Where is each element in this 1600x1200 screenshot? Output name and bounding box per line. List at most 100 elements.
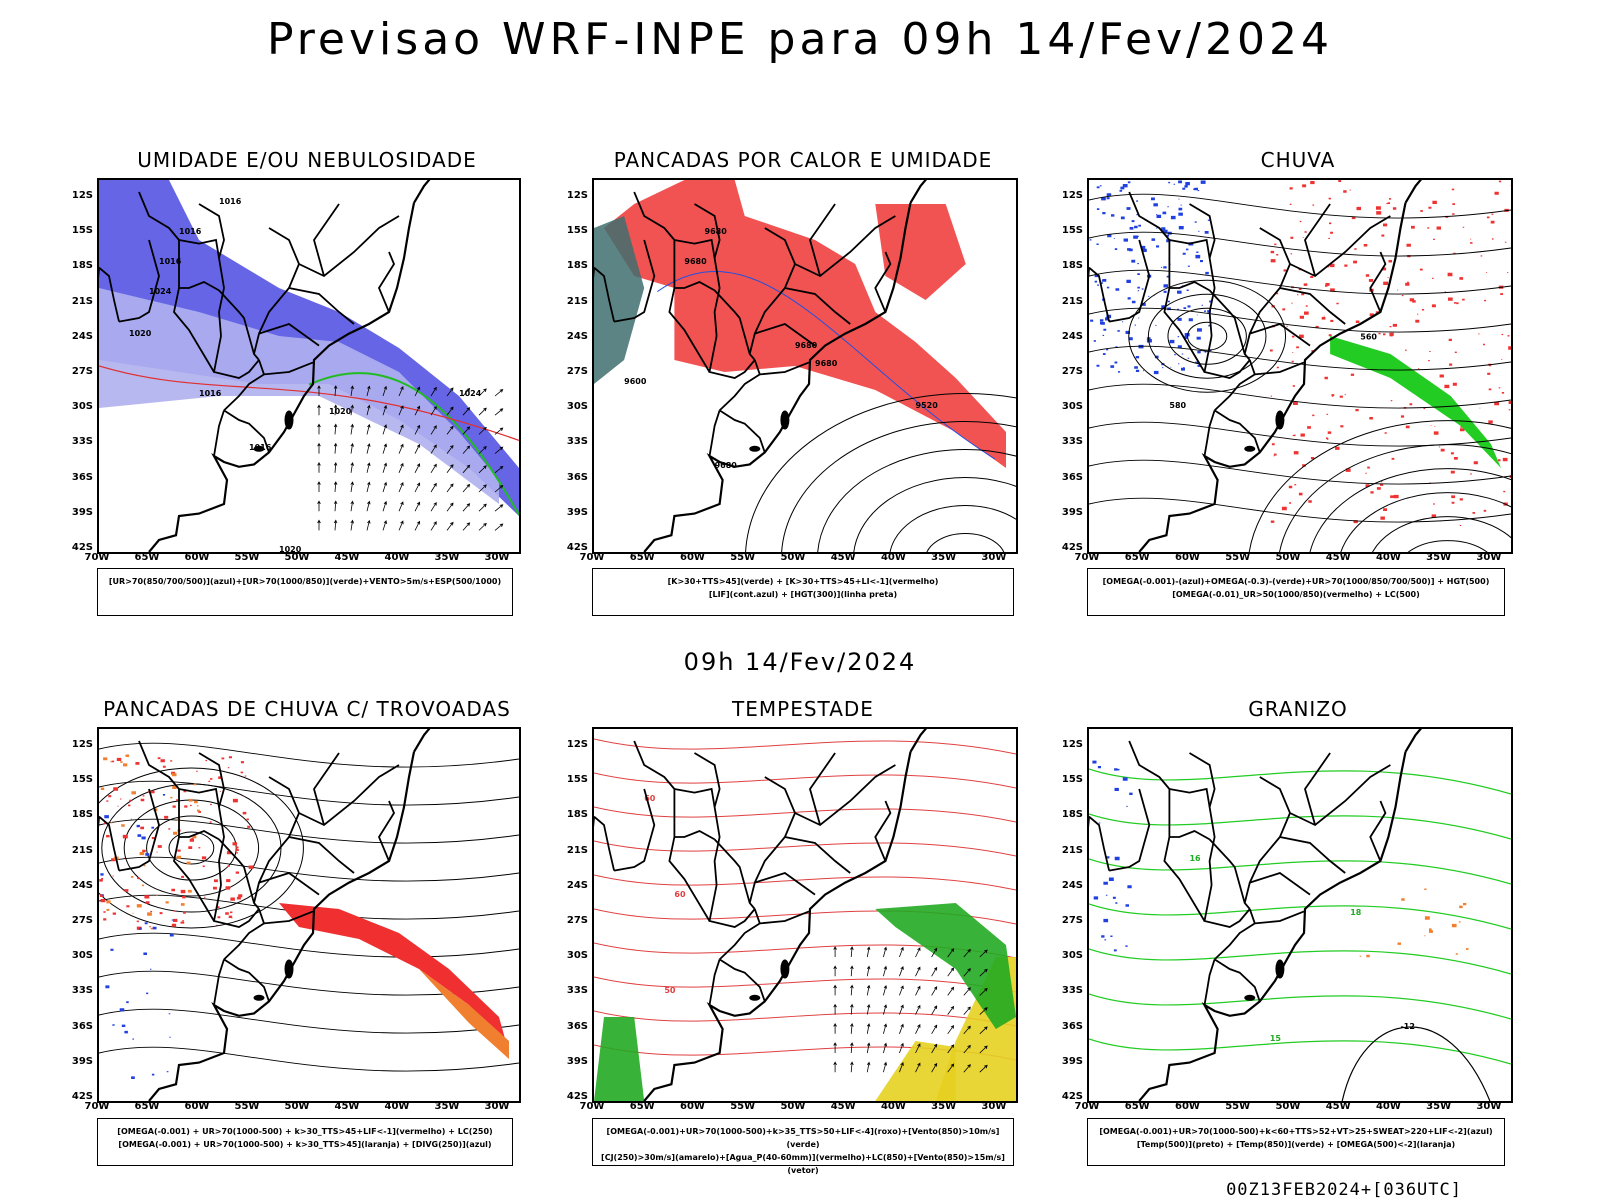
political-border (99, 815, 120, 871)
wind-vector (963, 968, 971, 977)
political-border (633, 191, 676, 241)
wind-vector (494, 389, 504, 397)
wind-vector (382, 481, 388, 493)
lat-tick-label: 33S (71, 985, 93, 997)
political-border (633, 740, 676, 790)
panel-3-legend: [OMEGA(-0.001)-(azul)+OMEGA(-0.3)-(verde… (1087, 568, 1505, 616)
political-border (1279, 287, 1346, 325)
wind-vector (350, 481, 354, 493)
political-border (594, 266, 615, 322)
political-border (178, 240, 220, 292)
lat-tick-label: 42S (71, 1091, 93, 1102)
wind-vector (446, 425, 454, 435)
contour-label: 1024 (149, 287, 172, 296)
wind-vector (931, 986, 938, 996)
panel-2-title: PANCADAS POR CALOR E UMIDADE (613, 148, 993, 172)
political-border (1163, 836, 1206, 922)
streamline (99, 1008, 519, 1034)
lon-tick-label: 55W (1225, 552, 1251, 563)
wind-vector (317, 461, 321, 473)
hgt-contour (853, 476, 1016, 552)
political-border (1169, 238, 1211, 259)
wind-vector (883, 965, 888, 977)
lake (253, 994, 265, 1001)
lat-tick-label: 30S (566, 950, 588, 962)
wind-vector (866, 1003, 871, 1015)
contour-label: 1016 (199, 389, 222, 398)
wind-vector (478, 484, 487, 493)
lat-tick-label: 21S (566, 295, 588, 307)
lat-tick-label: 33S (1061, 436, 1083, 448)
legend-line: [K>30+TTS>45](verde) + [K>30+TTS>45+LI<-… (667, 577, 939, 586)
political-border (178, 238, 220, 259)
political-border (1189, 752, 1216, 886)
panel-3-map-canvas: 560 580 (1089, 180, 1511, 552)
wind-vector (850, 946, 854, 958)
lat-tick-label: 39S (71, 1055, 93, 1067)
wind-vector (947, 967, 955, 977)
political-border (1249, 323, 1311, 347)
wind-vector (494, 465, 504, 474)
wind-vector (947, 1044, 955, 1054)
lat-tick-label: 15S (566, 225, 588, 237)
political-border (674, 238, 716, 259)
lat-tick-label: 12S (566, 190, 588, 201)
political-border (1203, 884, 1251, 928)
political-border (1243, 263, 1291, 355)
lon-tick-label: 40W (1375, 1101, 1401, 1112)
hgt-contour (817, 448, 1016, 552)
lake (749, 445, 761, 452)
instability-field-red-ne (875, 204, 966, 300)
wind-vector (333, 442, 338, 454)
wind-vector (478, 407, 487, 416)
contour-label: 9600 (624, 377, 647, 386)
political-border (673, 789, 716, 841)
panel-3-map: 560 580 (1087, 178, 1513, 554)
lat-tick-label: 36S (566, 471, 588, 483)
contour-label: 580 (1169, 401, 1186, 410)
political-border (613, 788, 656, 872)
wind-vector (382, 404, 388, 416)
hgt-contour (1248, 420, 1511, 552)
wind-vector (430, 425, 437, 435)
lat-tick-label: 12S (566, 739, 588, 750)
wind-vector (850, 1061, 854, 1073)
political-border (668, 836, 711, 922)
wind-vector (899, 1062, 904, 1073)
wind-vector (866, 1061, 871, 1073)
wind-vector (414, 386, 421, 397)
lon-tick-label: 65W (629, 1101, 655, 1112)
wind-vector (350, 519, 354, 531)
lat-tick-label: 36S (71, 471, 93, 483)
wind-vector (915, 1043, 921, 1054)
lon-tick-label: 70W (1074, 1101, 1100, 1112)
wind-vector (947, 1005, 955, 1015)
political-border (719, 409, 766, 453)
wind-vector (947, 986, 955, 996)
political-border (713, 838, 756, 910)
lon-tick-label: 45W (830, 552, 856, 563)
hgt-contour (889, 504, 1016, 552)
atlantic-coastline (643, 202, 912, 552)
atlantic-coastline (413, 180, 431, 204)
legend-line: [OMEGA(-0.001) + UR>70(1000-500) + k>30_… (117, 1127, 493, 1136)
atlantic-coastline (1138, 202, 1407, 552)
political-border (1108, 788, 1151, 872)
lon-tick-label: 70W (579, 1101, 605, 1112)
wind-vector (333, 461, 338, 473)
political-border (708, 884, 756, 928)
political-border (784, 287, 851, 325)
panel-6-title: GRANIZO (1248, 697, 1348, 721)
contour-label: -12 (1400, 1022, 1414, 1031)
political-border (708, 410, 721, 457)
contour-label: 60 (674, 890, 686, 899)
political-border (713, 289, 756, 361)
panel-6-legend: [OMEGA(-0.001)+UR>70(1000-500)+k<60+TTS>… (1087, 1118, 1505, 1166)
lat-tick-label: 24S (71, 330, 93, 342)
streamline (1089, 345, 1511, 371)
wind-vector (333, 404, 338, 416)
panel-6-map: -12 16 18 15 (1087, 727, 1513, 1103)
contour-label: 560 (1360, 333, 1377, 342)
political-border (1214, 958, 1261, 1002)
wind-vector (883, 1061, 888, 1073)
